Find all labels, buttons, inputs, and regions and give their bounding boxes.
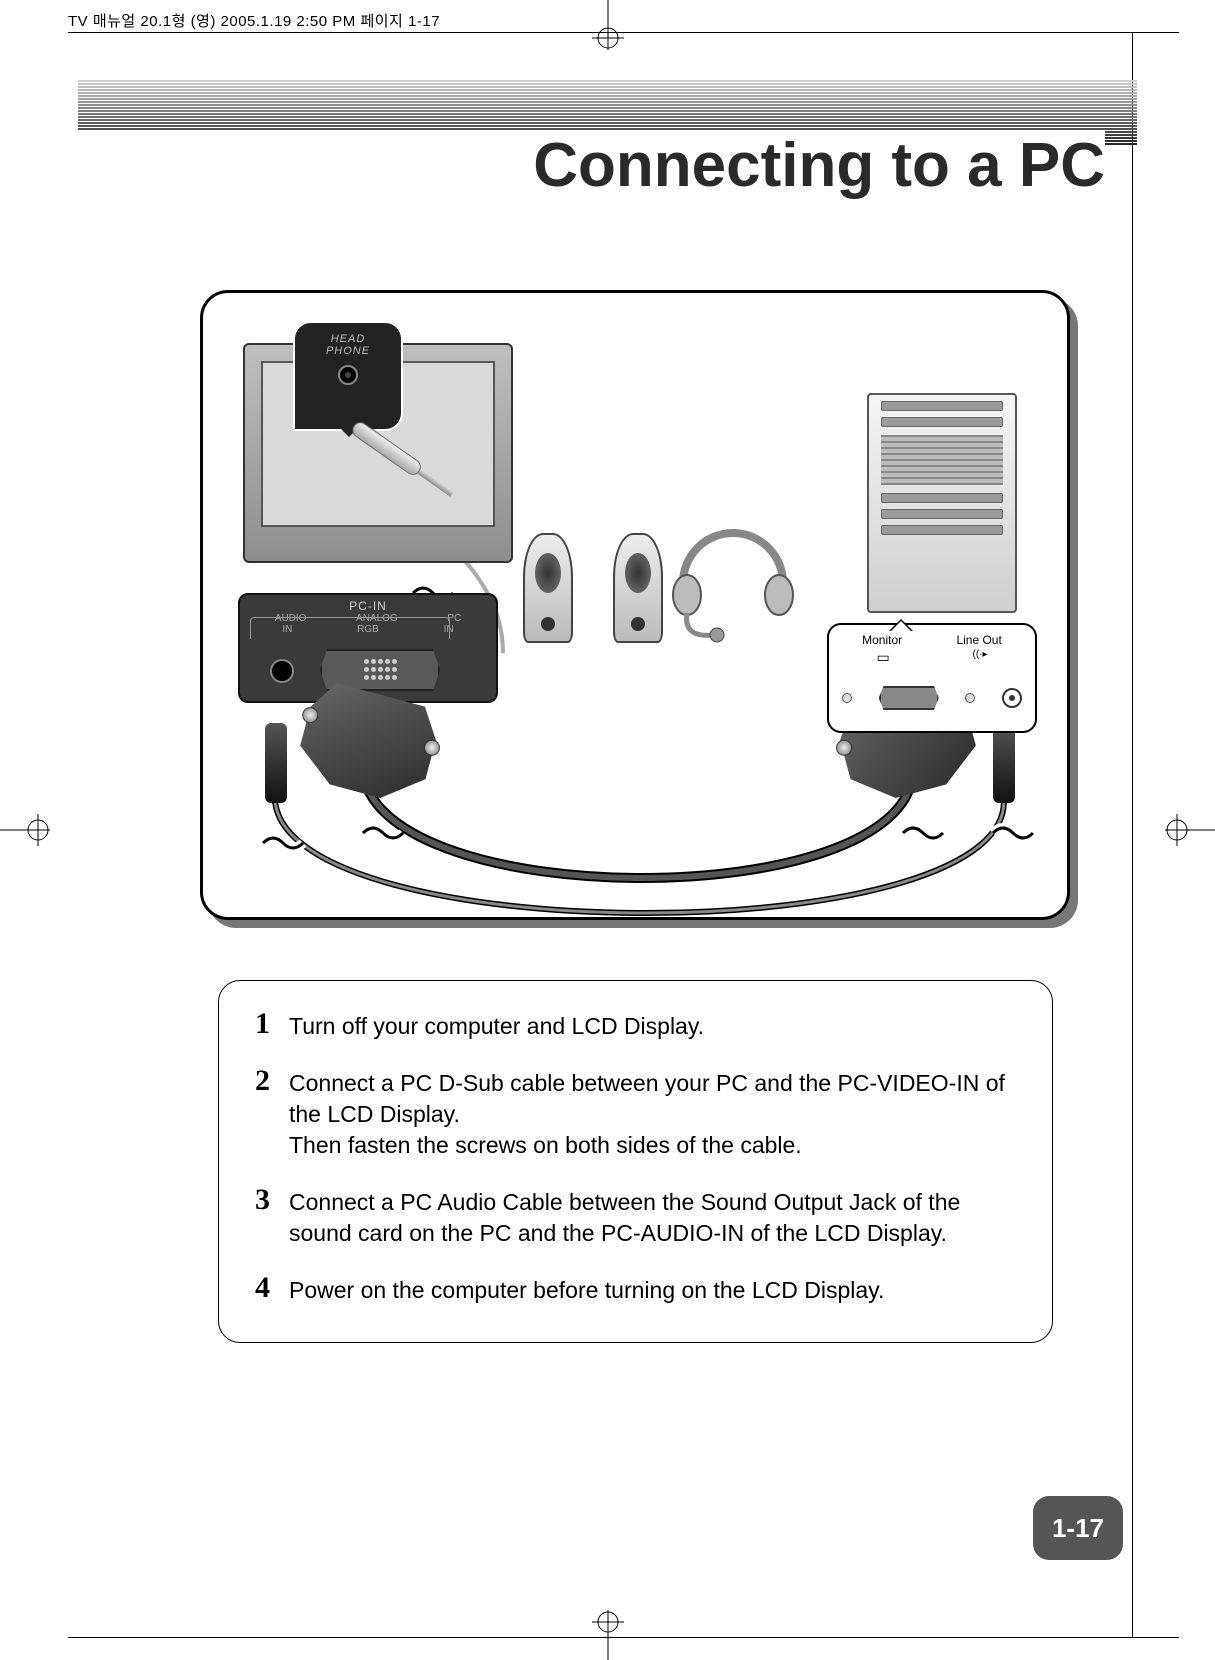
pc-in-audio-jack-icon — [270, 659, 294, 683]
step-number: 4 — [255, 1273, 289, 1306]
monitor-port-glyph: ▭ — [876, 649, 889, 666]
headphone-jack-icon — [338, 365, 358, 385]
crop-mark-right — [1165, 800, 1215, 860]
pc-in-panel: PC-IN AUDIO ANALOG PC IN RGB IN — [238, 593, 498, 703]
instruction-step: 3Connect a PC Audio Cable between the So… — [255, 1185, 1016, 1249]
pc-tower-icon — [867, 393, 1017, 613]
lineout-glyph: ((·▸ — [973, 649, 988, 666]
callout-monitor-label: Monitor — [862, 633, 902, 647]
connection-diagram: HEAD PHONE PC-IN AUDIO ANALOG PC IN RGB … — [200, 290, 1070, 920]
step-text: Power on the computer before turning on … — [289, 1273, 884, 1306]
instructions-box: 1Turn off your computer and LCD Display.… — [218, 980, 1053, 1343]
crop-mark-top — [578, 0, 638, 50]
print-header: TV 매뉴얼 20.1형 (영) 2005.1.19 2:50 PM 페이지 1… — [68, 10, 440, 31]
page-number-tab: 1-17 — [1033, 1496, 1123, 1560]
callout-lineout-jack-icon — [1002, 688, 1022, 708]
page-title: Connecting to a PC — [0, 130, 1105, 201]
step-number: 2 — [255, 1066, 289, 1161]
step-number: 3 — [255, 1185, 289, 1249]
step-text: Connect a PC D-Sub cable between your PC… — [289, 1066, 1016, 1161]
instruction-step: 2Connect a PC D-Sub cable between your P… — [255, 1066, 1016, 1161]
instruction-step: 1Turn off your computer and LCD Display. — [255, 1009, 1016, 1042]
step-number: 1 — [255, 1009, 289, 1042]
speakers-icon — [523, 503, 663, 643]
crop-mark-bottom — [578, 1610, 638, 1660]
step-text: Connect a PC Audio Cable between the Sou… — [289, 1185, 1016, 1249]
callout-vga-port-icon — [879, 686, 939, 710]
side-rule — [1132, 32, 1133, 1638]
step-text: Turn off your computer and LCD Display. — [289, 1009, 704, 1042]
crop-mark-left — [0, 800, 50, 860]
audio-connector-right-icon — [993, 723, 1015, 803]
callout-screw-icon — [965, 693, 975, 703]
instruction-step: 4Power on the computer before turning on… — [255, 1273, 1016, 1306]
pc-back-callout: Monitor Line Out ▭ ((·▸ — [827, 623, 1037, 733]
headphone-label: HEAD PHONE — [295, 323, 401, 357]
pc-in-title: PC-IN — [240, 595, 496, 613]
headset-icon — [663, 513, 803, 643]
callout-screw-icon — [842, 693, 852, 703]
callout-lineout-label: Line Out — [956, 633, 1001, 647]
headphone-callout: HEAD PHONE — [293, 321, 403, 431]
audio-connector-left-icon — [265, 723, 287, 803]
